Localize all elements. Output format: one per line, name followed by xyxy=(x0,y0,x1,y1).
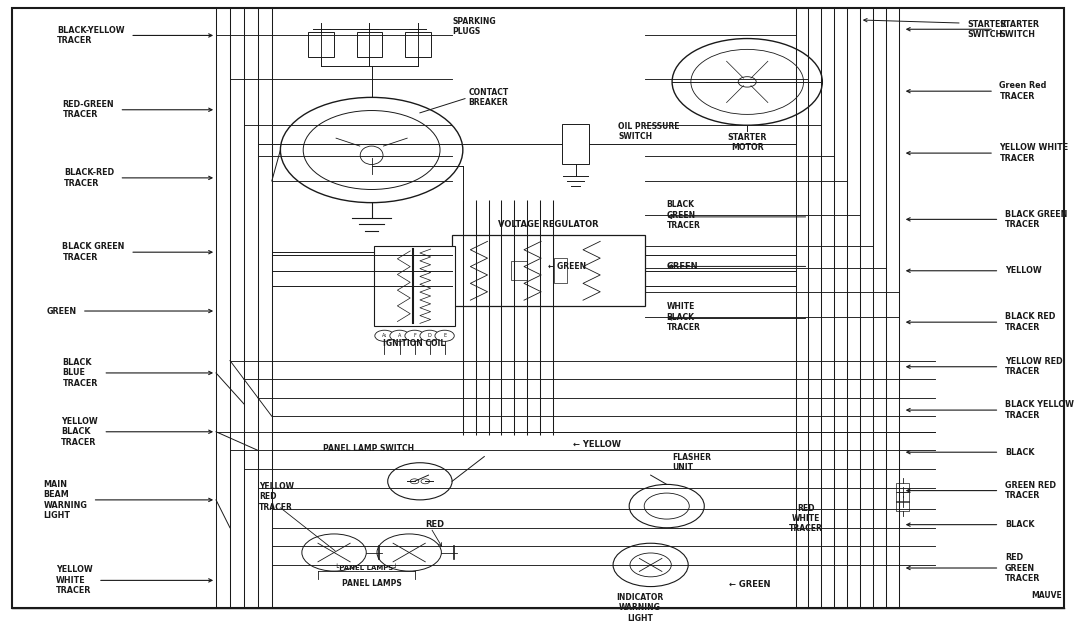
Text: VOLTAGE REGULATOR: VOLTAGE REGULATOR xyxy=(498,220,600,229)
Circle shape xyxy=(613,543,688,587)
Text: BLACK: BLACK xyxy=(1005,520,1034,529)
Text: YELLOW: YELLOW xyxy=(1005,266,1042,275)
Text: IGNITION COIL: IGNITION COIL xyxy=(384,339,446,348)
Text: RED-GREEN
TRACER: RED-GREEN TRACER xyxy=(62,100,114,120)
Circle shape xyxy=(377,534,441,571)
Text: GREEN: GREEN xyxy=(47,307,76,316)
Text: PANEL LAMPS: PANEL LAMPS xyxy=(342,578,401,588)
Text: STARTER
SWITCH: STARTER SWITCH xyxy=(967,20,1007,39)
Bar xyxy=(404,32,431,57)
Circle shape xyxy=(644,493,689,519)
Text: F: F xyxy=(413,333,416,338)
Text: PANEL LAMP SWITCH: PANEL LAMP SWITCH xyxy=(324,444,414,454)
Text: YELLOW
BLACK
TRACER: YELLOW BLACK TRACER xyxy=(61,417,98,447)
Text: BLACK GREEN
TRACER: BLACK GREEN TRACER xyxy=(1005,210,1067,229)
Text: YELLOW RED
TRACER: YELLOW RED TRACER xyxy=(1005,357,1063,377)
Bar xyxy=(452,235,645,306)
Bar xyxy=(896,492,909,501)
Circle shape xyxy=(673,38,822,125)
Circle shape xyxy=(421,479,429,484)
Text: STARTER
MOTOR: STARTER MOTOR xyxy=(727,133,767,152)
Text: A: A xyxy=(398,333,401,338)
Bar xyxy=(356,32,383,57)
Circle shape xyxy=(390,330,409,341)
Text: BLACK YELLOW
TRACER: BLACK YELLOW TRACER xyxy=(1005,401,1074,420)
Text: WHITE
BLACK
TRACER: WHITE BLACK TRACER xyxy=(667,302,701,332)
Text: OIL PRESSURE
SWITCH: OIL PRESSURE SWITCH xyxy=(618,122,680,141)
Text: BLACK
BLUE
TRACER: BLACK BLUE TRACER xyxy=(62,358,98,388)
Bar xyxy=(374,246,455,326)
Text: A₁: A₁ xyxy=(382,333,387,338)
Text: D: D xyxy=(427,333,432,338)
Circle shape xyxy=(738,77,756,87)
Text: RED
GREEN
TRACER: RED GREEN TRACER xyxy=(1005,553,1040,583)
Circle shape xyxy=(435,330,455,341)
Bar xyxy=(308,32,334,57)
Bar xyxy=(896,483,909,493)
Text: Green Red
TRACER: Green Red TRACER xyxy=(1000,81,1046,101)
Circle shape xyxy=(629,484,704,528)
Text: ← GREEN: ← GREEN xyxy=(548,262,586,271)
Text: CONTACT
BREAKER: CONTACT BREAKER xyxy=(469,88,508,107)
Circle shape xyxy=(630,553,671,577)
Text: STARTER
SWITCH: STARTER SWITCH xyxy=(1000,20,1040,39)
Text: BLACK-YELLOW
TRACER: BLACK-YELLOW TRACER xyxy=(57,26,124,45)
Text: RED
WHITE
TRACER: RED WHITE TRACER xyxy=(789,503,823,534)
Text: INDICATOR
WARNING
LIGHT: INDICATOR WARNING LIGHT xyxy=(616,593,664,622)
Bar xyxy=(554,258,567,283)
Text: MAUVE: MAUVE xyxy=(1031,592,1063,600)
Text: BLACK-RED
TRACER: BLACK-RED TRACER xyxy=(64,168,114,188)
Text: E: E xyxy=(443,333,446,338)
Circle shape xyxy=(303,110,440,190)
Text: RED: RED xyxy=(425,520,445,529)
Bar xyxy=(896,501,909,511)
Text: YELLOW
RED
TRACER: YELLOW RED TRACER xyxy=(259,482,294,512)
Text: BLACK: BLACK xyxy=(1005,448,1034,457)
Bar xyxy=(562,123,589,164)
Text: GREEN: GREEN xyxy=(667,262,699,271)
Circle shape xyxy=(691,49,803,115)
Circle shape xyxy=(388,462,452,500)
Circle shape xyxy=(280,98,463,203)
Text: ← GREEN: ← GREEN xyxy=(729,580,771,589)
Text: ← YELLOW: ← YELLOW xyxy=(573,440,621,449)
Text: MAIN
BEAM
WARNING
LIGHT: MAIN BEAM WARNING LIGHT xyxy=(44,480,87,520)
Circle shape xyxy=(420,330,439,341)
Text: GREEN RED
TRACER: GREEN RED TRACER xyxy=(1005,481,1056,500)
Text: └PANEL LAMPS┘: └PANEL LAMPS┘ xyxy=(335,564,398,571)
Circle shape xyxy=(404,330,424,341)
Text: BLACK GREEN
TRACER: BLACK GREEN TRACER xyxy=(62,243,124,262)
Text: FLASHER
UNIT: FLASHER UNIT xyxy=(673,452,711,472)
Circle shape xyxy=(375,330,395,341)
Text: BLACK RED
TRACER: BLACK RED TRACER xyxy=(1005,312,1055,332)
Text: SPARKING
PLUGS: SPARKING PLUGS xyxy=(452,17,496,37)
Text: BLACK
GREEN
TRACER: BLACK GREEN TRACER xyxy=(667,200,701,230)
Circle shape xyxy=(302,534,366,571)
Bar xyxy=(511,261,528,280)
Circle shape xyxy=(410,479,419,484)
Text: YELLOW WHITE
TRACER: YELLOW WHITE TRACER xyxy=(1000,144,1068,163)
Text: YELLOW
WHITE
TRACER: YELLOW WHITE TRACER xyxy=(56,566,93,595)
